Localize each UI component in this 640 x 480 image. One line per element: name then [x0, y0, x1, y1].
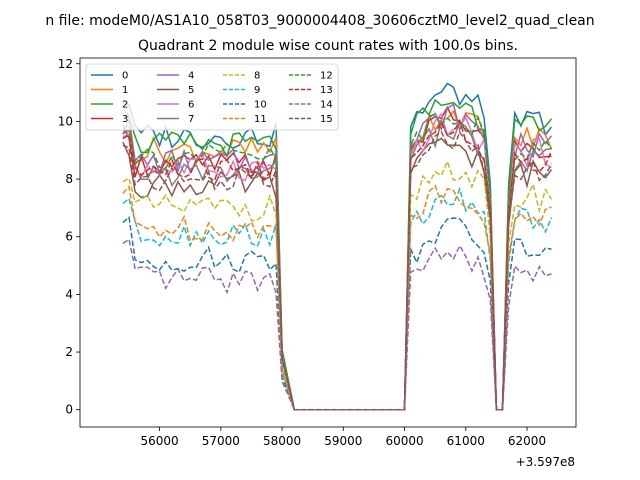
series-line-9 [122, 186, 553, 411]
axes-frame [79, 57, 577, 428]
chart-title: Quadrant 2 module wise count rates with … [138, 38, 518, 54]
x-tick-label: 58000 [263, 434, 301, 448]
series-line-12 [122, 114, 553, 411]
series-line-11 [122, 184, 552, 411]
legend-label-0: 0 [122, 71, 128, 82]
legend-label-14: 14 [320, 100, 333, 111]
plot-area [122, 82, 553, 411]
legend-label-15: 15 [320, 114, 333, 125]
legend-label-2: 2 [122, 100, 128, 111]
y-tick-label: 0 [65, 403, 73, 417]
legend-label-4: 4 [188, 71, 194, 82]
legend-label-1: 1 [122, 85, 128, 96]
legend-label-7: 7 [188, 114, 194, 125]
legend-label-12: 12 [320, 71, 333, 82]
y-tick-label: 2 [65, 345, 73, 359]
legend-label-3: 3 [122, 114, 128, 125]
x-tick-label: 57000 [202, 434, 240, 448]
series-line-0 [122, 82, 553, 411]
y-tick-label: 10 [58, 114, 73, 128]
series-line-10 [122, 215, 552, 411]
legend-box [85, 63, 339, 131]
x-tick-label: 61000 [447, 434, 485, 448]
series-line-15 [122, 130, 553, 411]
x-tick-label: 62000 [508, 434, 546, 448]
legend-label-6: 6 [188, 100, 194, 111]
chart-suptitle: n file: modeM0/AS1A10_058T03_9000004408_… [45, 13, 594, 29]
x-tick-label: 60000 [385, 434, 423, 448]
x-tick-label: 56000 [141, 434, 179, 448]
x-axis: 56000 57000 58000 59000 60000 61000 62000 [141, 427, 546, 448]
y-axis: 0 2 4 6 8 10 12 [58, 57, 80, 417]
legend-label-11: 11 [254, 114, 267, 125]
legend-label-9: 9 [254, 85, 260, 96]
y-tick-label: 4 [65, 287, 73, 301]
legend-label-8: 8 [254, 71, 260, 82]
legend-label-10: 10 [254, 100, 267, 111]
y-tick-label: 8 [65, 172, 73, 186]
x-tick-label: 59000 [324, 434, 362, 448]
x-offset-label: +3.597e8 [516, 455, 575, 469]
y-tick-label: 12 [58, 57, 73, 71]
legend-label-13: 13 [320, 85, 333, 96]
y-tick-label: 6 [65, 230, 73, 244]
legend-label-5: 5 [188, 85, 194, 96]
